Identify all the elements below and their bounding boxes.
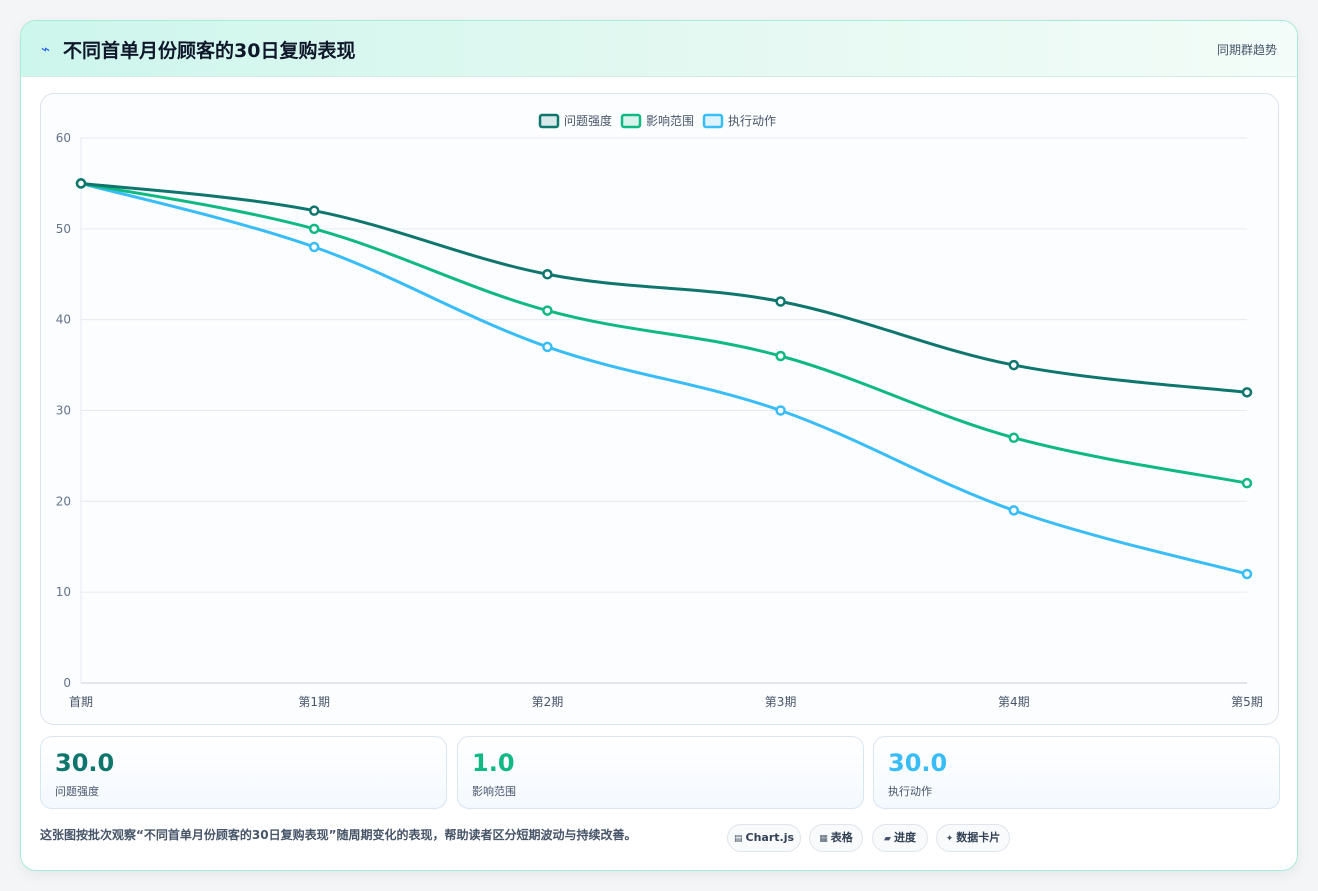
header-subtitle: 同期群趋势 xyxy=(1216,43,1277,57)
y-tick-label: 50 xyxy=(56,222,71,236)
lightning-icon: ⌁ xyxy=(41,40,51,58)
tag-label: Chart.js xyxy=(745,831,795,844)
x-tick-label: 第2期 xyxy=(532,695,564,709)
x-tick-label: 第4期 xyxy=(998,695,1030,709)
data-point xyxy=(1008,359,1020,371)
legend-swatch xyxy=(538,113,560,129)
tag-chartjs[interactable]: ▤ Chart.js xyxy=(727,824,801,852)
page-title: 不同首单月份顾客的30日复购表现 xyxy=(63,40,356,62)
chart-icon: ▤ xyxy=(733,834,743,844)
y-tick-label: 40 xyxy=(56,313,71,327)
line-chart-svg: 0 10 20 30 40 50 60 首期 第1期 第2期 第3期 第4期 第5期 问题强度 影响范围 执行… xyxy=(56,113,1263,709)
data-point xyxy=(1008,432,1020,443)
progress-icon: ▰ xyxy=(884,834,891,844)
stat-card-scope: 1.0 影响范围 xyxy=(457,736,864,809)
stat-value: 30.0 xyxy=(55,749,115,777)
tag-data-card[interactable]: ✦ 数据卡片 xyxy=(936,824,1010,852)
legend-label: 问题强度 xyxy=(564,113,612,128)
legend-label: 执行动作 xyxy=(728,114,776,128)
chart-description: 这张图按批次观察“不同首单月份顾客的30日复购表现”随周期变化的表现，帮助读者区… xyxy=(40,828,637,842)
data-point xyxy=(542,305,553,316)
legend-swatch xyxy=(620,113,642,129)
tag-label: 数据卡片 xyxy=(956,831,1001,844)
stat-card-intensity: 30.0 问题强度 xyxy=(40,736,447,809)
stat-value: 30.0 xyxy=(888,749,948,777)
data-point xyxy=(775,405,786,416)
x-tick-label: 第3期 xyxy=(765,695,797,709)
data-point xyxy=(1241,387,1253,398)
y-tick-label: 20 xyxy=(56,494,71,508)
stat-value: 1.0 xyxy=(472,749,515,777)
data-point xyxy=(775,350,786,362)
data-point xyxy=(1241,568,1253,580)
stat-card-action: 30.0 执行动作 xyxy=(873,736,1280,809)
y-tick-label: 0 xyxy=(63,676,71,690)
series-line xyxy=(79,181,1249,485)
chart-card: ⌁ 不同首单月份顾客的30日复购表现 同期群趋势 0 10 20 30 40 50 60 首期… xyxy=(20,20,1298,871)
x-tick-label: 第5期 xyxy=(1231,695,1263,709)
y-tick-label: 30 xyxy=(56,404,71,418)
stat-label: 影响范围 xyxy=(472,785,516,798)
data-point xyxy=(542,269,553,280)
data-point xyxy=(308,205,320,216)
tag-table[interactable]: ▦ 表格 xyxy=(809,824,863,852)
line-chart: 0 10 20 30 40 50 60 首期 第1期 第2期 第3期 第4期 第5期 问题强度 影响范围 执行… xyxy=(40,93,1279,725)
series-line xyxy=(79,181,1249,394)
data-point xyxy=(308,223,320,235)
sparkle-icon: ✦ xyxy=(945,834,954,844)
y-tick-label: 10 xyxy=(56,585,71,599)
data-point xyxy=(542,341,553,353)
data-point xyxy=(1241,477,1253,489)
table-icon: ▦ xyxy=(819,834,828,844)
card-header: ⌁ 不同首单月份顾客的30日复购表现 同期群趋势 xyxy=(21,21,1297,77)
series-line xyxy=(79,181,1249,576)
tag-progress[interactable]: ▰ 进度 xyxy=(872,824,928,852)
y-tick-label: 60 xyxy=(56,131,71,145)
data-point xyxy=(308,241,320,253)
tag-label: 进度 xyxy=(893,831,916,844)
data-point xyxy=(775,296,786,307)
legend-swatch xyxy=(702,113,724,129)
legend-label: 影响范围 xyxy=(646,113,694,128)
data-point xyxy=(75,178,87,189)
x-tick-label: 首期 xyxy=(69,695,93,709)
data-point xyxy=(1008,505,1020,516)
stat-label: 执行动作 xyxy=(888,785,932,798)
x-tick-label: 第1期 xyxy=(298,695,330,709)
tag-label: 表格 xyxy=(830,831,853,844)
stat-label: 问题强度 xyxy=(55,785,99,798)
